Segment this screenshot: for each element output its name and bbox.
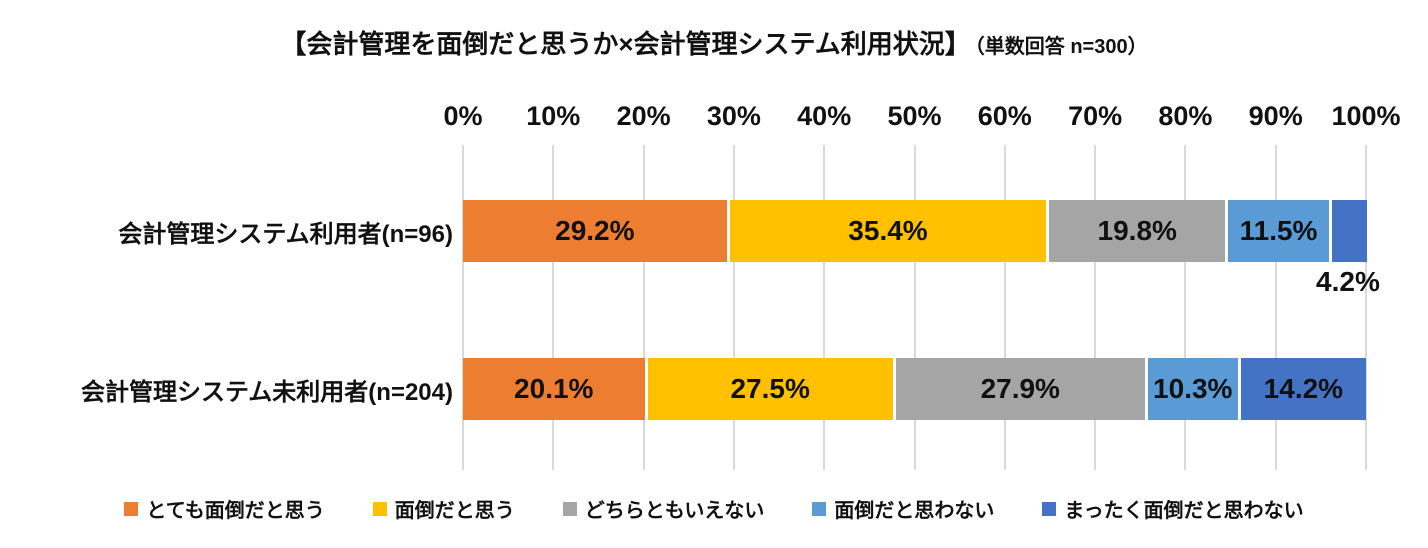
legend-swatch — [562, 501, 577, 516]
segment-label: 20.1% — [514, 373, 594, 404]
gridline — [1274, 145, 1277, 470]
gridline — [732, 145, 735, 470]
segment-label: 29.2% — [555, 215, 635, 246]
x-axis: 0% 10% 20% 30% 40% 50% 60% 70% 80% 90% 100% — [0, 101, 1428, 133]
legend-swatch — [812, 501, 827, 516]
segment-label: 27.9% — [980, 373, 1060, 404]
gridline — [642, 145, 645, 470]
segment-label: 19.8% — [1097, 215, 1177, 246]
bar-segment: 14.2% — [1237, 358, 1366, 420]
axis-tick-label: 70% — [1068, 101, 1123, 131]
legend-swatch — [124, 501, 139, 516]
gridline — [823, 145, 826, 470]
segment-label: 14.2% — [1263, 373, 1344, 404]
segment-label: 10.3% — [1153, 373, 1233, 404]
gridline — [462, 145, 464, 470]
bar-segment — [1328, 200, 1367, 262]
bar-segment: 27.5% — [644, 358, 893, 420]
axis-tick-label: 10% — [526, 101, 581, 131]
segment-label: 11.5% — [1239, 215, 1318, 246]
legend-item: 面倒だと思わない — [812, 494, 994, 523]
axis-tick-label: 90% — [1248, 101, 1303, 131]
bar-segment: 19.8% — [1046, 200, 1226, 262]
gridline — [1184, 145, 1187, 470]
legend-item: どちらともいえない — [562, 494, 765, 523]
axis-tick-label: 100% — [1331, 101, 1401, 131]
gridline — [1003, 145, 1006, 470]
bar-segment: 11.5% — [1225, 200, 1329, 262]
bar-segment: 29.2% — [463, 200, 727, 262]
legend-swatch — [372, 501, 387, 516]
legend-label: 面倒だと思う — [394, 500, 515, 522]
segment-label-outside: 4.2% — [1316, 266, 1380, 297]
bar-segment: 20.1% — [463, 358, 645, 420]
legend: とても面倒だと思う 面倒だと思う どちらともいえない 面倒だと思わない まったく面倒だと… — [0, 494, 1428, 523]
segment-label: 35.4% — [848, 215, 928, 246]
axis-tick-label: 40% — [797, 101, 852, 131]
bar-segment: 27.9% — [892, 358, 1145, 420]
bar-segment: 10.3% — [1144, 358, 1238, 420]
bar-row: 29.2% 35.4% 19.8% 11.5% — [463, 200, 1367, 262]
chart-title-main: 【会計管理を面倒だと思うか×会計管理システム利用状況】 — [280, 29, 971, 59]
segment-label: 27.5% — [730, 373, 810, 404]
legend-label: 面倒だと思わない — [834, 500, 995, 522]
gridline — [913, 145, 916, 470]
gridline — [1365, 145, 1367, 470]
bar-segment: 35.4% — [726, 200, 1047, 262]
bar-row: 20.1% 27.5% 27.9% 10.3% 14.2% — [463, 358, 1366, 420]
chart-title: 【会計管理を面倒だと思うか×会計管理システム利用状況】 （単数回答 n=300） — [0, 24, 1428, 61]
category-label: 会計管理システム利用者(n=96) — [118, 220, 453, 248]
legend-label: どちらともいえない — [584, 500, 765, 522]
axis-tick-label: 30% — [706, 101, 761, 131]
legend-item: とても面倒だと思う — [124, 494, 325, 523]
gridline — [1094, 145, 1097, 470]
legend-swatch — [1042, 501, 1057, 516]
axis-tick-label: 60% — [977, 101, 1032, 131]
chart-title-sub: （単数回答 n=300） — [974, 36, 1148, 58]
legend-label: まったく面倒だと思わない — [1064, 500, 1304, 522]
category-label: 会計管理システム未利用者(n=204) — [81, 378, 453, 406]
legend-label: とても面倒だと思う — [146, 500, 325, 522]
axis-tick-label: 0% — [443, 101, 483, 131]
axis-tick-label: 50% — [887, 101, 942, 131]
axis-tick-label: 80% — [1158, 101, 1213, 131]
gridline — [552, 145, 555, 470]
legend-item: まったく面倒だと思わない — [1042, 494, 1304, 523]
axis-tick-label: 20% — [616, 101, 671, 131]
legend-item: 面倒だと思う — [372, 494, 515, 523]
plot-area: 29.2% 35.4% 19.8% 11.5% 4.2% 20.1% 27.5% 27.9% 1… — [462, 145, 1380, 470]
